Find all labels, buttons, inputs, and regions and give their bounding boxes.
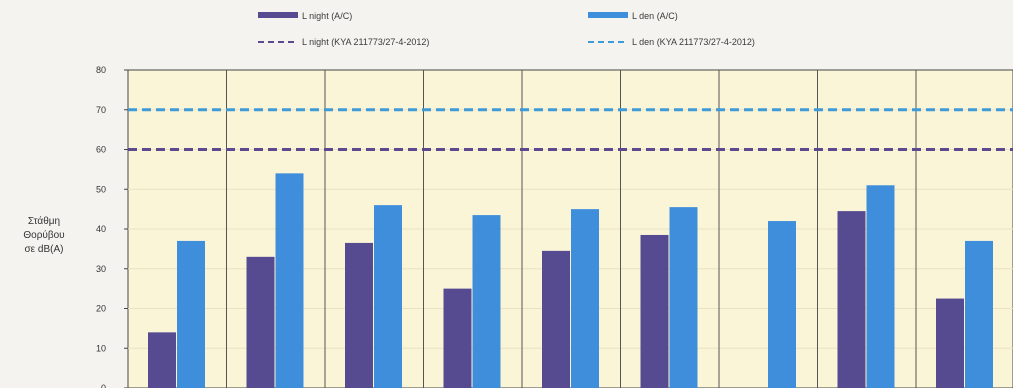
y-tick-label: 60 [96, 145, 106, 155]
bar-series-1-cat-3 [345, 242, 373, 388]
y-tick-label: 0 [101, 383, 106, 388]
bar-series-2-cat-2 [275, 173, 304, 388]
y-axis-title-line-1: Στάθμη [28, 215, 60, 227]
y-tick-label: 40 [96, 224, 106, 234]
bar-series-1-cat-2 [246, 256, 275, 388]
y-tick-label: 70 [96, 105, 106, 115]
bar-series-1-cat-9 [936, 298, 964, 388]
legend-label-series-1: L night (A/C) [302, 11, 352, 21]
bar-series-2-cat-6 [669, 207, 698, 388]
bar-series-2-cat-8 [866, 185, 895, 388]
y-axis-title: Στάθμη Θορύβου σε dB(A) [23, 215, 64, 255]
bar-series-2-cat-7 [768, 221, 796, 388]
y-tick-label: 80 [96, 65, 106, 75]
bar-series-2-cat-1 [177, 240, 205, 388]
legend-swatch-series-1 [258, 12, 298, 18]
legend: L night (A/C) L den (A/C) L night (KYA 2… [258, 11, 755, 47]
legend-item-series-2: L den (A/C) [588, 11, 678, 21]
bar-series-2-cat-3 [374, 205, 402, 388]
category-separators [226, 70, 917, 388]
bar-series-1-cat-8 [837, 211, 866, 388]
y-tick-label: 50 [96, 184, 106, 194]
bar-series-2-cat-4 [472, 215, 501, 388]
y-axis-title-line-2: Θορύβου [23, 229, 64, 241]
y-tick-label: 10 [96, 343, 106, 353]
legend-label-ref-1: L night (KYA 211773/27-4-2012) [302, 37, 429, 47]
bar-series-1-cat-6 [640, 234, 669, 388]
y-axis-title-line-3: σε dB(A) [25, 244, 64, 255]
legend-item-ref-2: L den (KYA 211773/27-4-2012) [588, 37, 755, 47]
bars [148, 173, 993, 388]
y-axis-ticks: 0 10 20 30 40 50 60 70 80 [96, 65, 128, 388]
bar-series-1-cat-1 [148, 332, 176, 388]
y-tick-label: 30 [96, 264, 106, 274]
reference-lines [128, 108, 1013, 151]
legend-swatch-series-2 [588, 12, 628, 18]
legend-item-series-1: L night (A/C) [258, 11, 352, 21]
legend-label-series-2: L den (A/C) [632, 11, 678, 21]
legend-item-ref-1: L night (KYA 211773/27-4-2012) [258, 37, 429, 47]
legend-label-ref-2: L den (KYA 211773/27-4-2012) [632, 37, 755, 47]
y-tick-label: 20 [96, 304, 106, 314]
bar-series-2-cat-5 [571, 209, 599, 388]
bar-series-2-cat-9 [965, 240, 993, 388]
bar-series-1-cat-4 [443, 288, 472, 388]
bar-series-1-cat-5 [542, 250, 570, 388]
